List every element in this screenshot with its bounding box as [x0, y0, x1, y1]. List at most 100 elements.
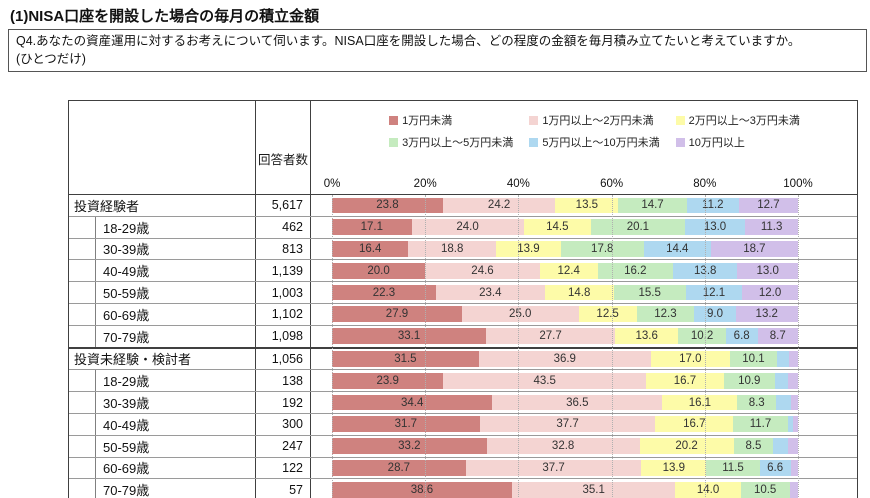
- legend-swatch: [389, 115, 399, 125]
- bar-segment: 14.0: [675, 481, 741, 498]
- bar-segment: 12.1: [685, 284, 743, 301]
- bar-segment: 13.0: [684, 219, 746, 236]
- bar-segment: 11.3: [745, 219, 798, 236]
- row-label-cell: 50-59歳: [69, 282, 256, 303]
- respondent-count: 813: [256, 238, 311, 260]
- legend-label: 10万円以上: [688, 137, 745, 149]
- row-bar-area: 33.2 32.8 20.2 8.5: [311, 436, 857, 457]
- table-row: 18-29歳 462 17.1 24.0 14.5 20.1 13.0 11.3: [69, 216, 857, 239]
- bar-segment: [790, 460, 798, 476]
- bar-segment: 20.0: [332, 262, 426, 279]
- bar-segment: 12.5: [578, 306, 637, 323]
- table-row: 18-29歳 138 23.9 43.5 16.7 10.9: [69, 370, 857, 393]
- respondent-count: 138: [256, 370, 311, 392]
- bar-segment: [788, 438, 798, 455]
- bar-segment: 24.6: [425, 262, 540, 279]
- bar-segment: 38.6: [332, 481, 512, 498]
- bar-segment: 31.7: [332, 416, 480, 433]
- bar-segment: 18.8: [408, 241, 497, 257]
- bar-segment: 10.1: [729, 351, 778, 367]
- bar-segment: 11.5: [706, 460, 760, 476]
- respondents-column-header: 回答者数: [256, 101, 311, 194]
- respondent-count: 1,003: [256, 282, 311, 303]
- axis-tick: 0%: [323, 178, 341, 190]
- respondent-count: 1,139: [256, 260, 311, 282]
- row-label-sub: 18-29歳: [95, 370, 255, 392]
- bar-segment: 28.7: [332, 460, 466, 476]
- stacked-bar: 23.9 43.5 16.7 10.9: [332, 372, 798, 389]
- bar-segment: 14.4: [643, 241, 711, 257]
- row-label-sub: 40-49歳: [95, 413, 255, 435]
- table-row: 70-79歳 1,098 33.1 27.7 13.6 10.2 6.8 8.7: [69, 325, 857, 349]
- stacked-bar: 27.9 25.0 12.5 12.3 9.0 13.2: [332, 306, 798, 323]
- bar-segment: 17.1: [332, 219, 412, 236]
- bar-segment: 13.5: [555, 197, 619, 214]
- stacked-bar: 38.6 35.1 14.0 10.5: [332, 481, 798, 498]
- legend-item: 10万円以上: [675, 134, 800, 150]
- row-label-cell: 50-59歳: [69, 435, 256, 457]
- row-bar-area: 31.5 36.9 17.0 10.1: [311, 349, 857, 370]
- row-label-sub: 70-79歳: [95, 325, 255, 347]
- bar-segment: 16.1: [662, 394, 738, 411]
- label-column-header: [69, 101, 256, 194]
- respondent-count: 1,056: [256, 348, 311, 370]
- x-axis: 0% 20% 40% 60% 80% 100%: [324, 178, 813, 193]
- page-title: (1)NISA口座を開設した場合の毎月の積立金額: [10, 8, 320, 25]
- bar-segment: [776, 394, 791, 411]
- bar-segment: [774, 372, 789, 389]
- table-row: 投資未経験・検討者 1,056 31.5 36.9 17.0 10.1: [69, 348, 857, 371]
- chart-legend: 1万円未満 1万円以上〜2万円未満 2万円以上〜3万円未満 3万円以上〜5万円未満 5万…: [332, 112, 857, 150]
- legend-swatch: [675, 115, 685, 125]
- legend-item: 5万円以上〜10万円未満: [529, 134, 660, 150]
- respondent-count: 300: [256, 413, 311, 435]
- bar-segment: 32.8: [486, 438, 640, 455]
- stacked-bar: 31.7 37.7 16.7 11.7: [332, 416, 798, 433]
- axis-tick: 60%: [600, 178, 624, 190]
- bar-segment: [777, 351, 790, 367]
- chart-table: 回答者数 1万円未満 1万円以上〜2万円未満 2万円以上〜3万円未満 3万円以上〜5万…: [68, 100, 858, 498]
- stacked-bar: 16.4 18.8 13.9 17.8 14.4 18.7: [332, 241, 798, 257]
- row-label-sub: 40-49歳: [95, 260, 255, 282]
- table-row: 30-39歳 813 16.4 18.8 13.9 17.8 14.4 18.7: [69, 238, 857, 261]
- row-bar-area: 23.9 43.5 16.7 10.9: [311, 370, 857, 391]
- bar-segment: 13.9: [641, 460, 707, 476]
- bar-segment: 14.8: [544, 284, 614, 301]
- stacked-bar: 23.8 24.2 13.5 14.7 11.2 12.7: [332, 197, 798, 214]
- respondent-count: 5,617: [256, 195, 311, 216]
- stacked-bar: 22.3 23.4 14.8 15.5 12.1 12.0: [332, 284, 798, 301]
- bar-segment: 27.9: [332, 306, 462, 323]
- bar-segment: 20.2: [639, 438, 734, 455]
- bar-segment: 10.5: [740, 481, 790, 498]
- bar-segment: 20.1: [591, 219, 685, 236]
- bar-segment: 8.3: [737, 394, 777, 411]
- bar-segment: 18.7: [710, 241, 798, 257]
- bar-segment: [773, 438, 789, 455]
- bar-segment: 37.7: [479, 416, 656, 433]
- question-text-line1: Q4.あなたの資産運用に対するお考えについて伺います。NISA口座を開設した場合…: [16, 34, 801, 48]
- row-label-sub: 50-59歳: [95, 282, 255, 303]
- table-row: 50-59歳 247 33.2 32.8 20.2 8.5: [69, 435, 857, 458]
- bar-segment: 23.4: [435, 284, 545, 301]
- legend-label: 1万円未満: [402, 115, 453, 127]
- axis-tick: 20%: [413, 178, 437, 190]
- table-row: 30-39歳 192 34.4 36.5 16.1 8.3: [69, 392, 857, 414]
- stacked-bar: 20.0 24.6 12.4 16.2 13.8 13.0: [332, 262, 798, 279]
- row-label-sub: 60-69歳: [95, 457, 255, 479]
- row-label-cell: 18-29歳: [69, 370, 256, 392]
- row-label-cell: 40-49歳: [69, 413, 256, 435]
- respondent-count: 1,102: [256, 303, 311, 325]
- row-label-sub: 18-29歳: [95, 216, 255, 238]
- row-bar-area: 31.7 37.7 16.7 11.7: [311, 414, 857, 435]
- respondent-count: 57: [256, 479, 311, 498]
- axis-tick: 80%: [693, 178, 717, 190]
- bar-segment: [793, 416, 798, 433]
- legend-label: 1万円以上〜2万円未満: [542, 115, 654, 127]
- bar-segment: 12.0: [742, 284, 798, 301]
- row-label-cell: 18-29歳: [69, 216, 256, 238]
- bar-segment: 17.8: [560, 241, 644, 257]
- bar-segment: 8.7: [757, 328, 798, 345]
- respondent-count: 192: [256, 392, 311, 413]
- bar-segment: 9.0: [694, 306, 736, 323]
- table-row: 投資経験者 5,617 23.8 24.2 13.5 14.7 11.2 12.7: [69, 195, 857, 217]
- question-box: Q4.あなたの資産運用に対するお考えについて伺います。NISA口座を開設した場合…: [8, 29, 867, 72]
